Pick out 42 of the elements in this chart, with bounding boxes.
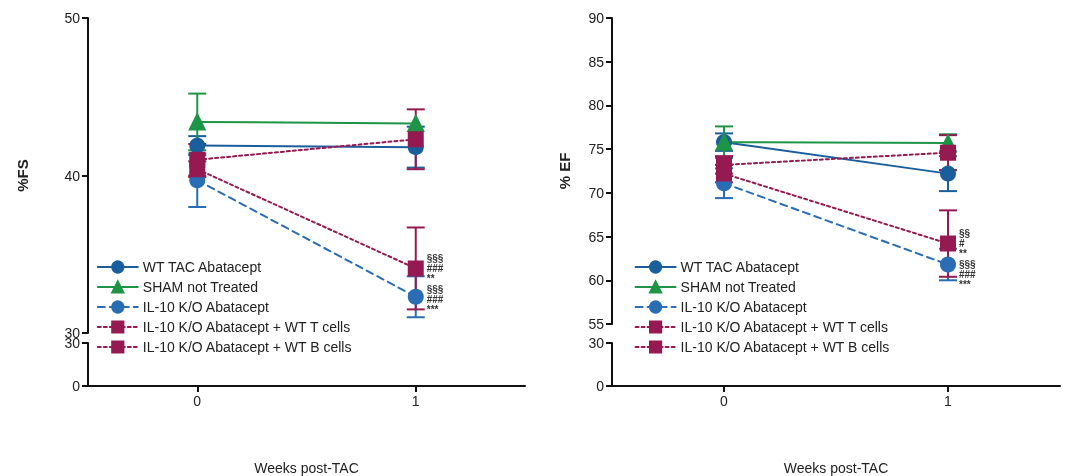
point [940, 235, 956, 252]
legend-label: SHAM not Treated [680, 279, 796, 295]
legend-label: IL-10 K/O Abatacept + WT T cells [142, 319, 351, 335]
y-tick-label: 40 [64, 167, 81, 184]
legend-label: IL-10 K/O Abatacept + WT B cells [142, 339, 352, 355]
legend-label: IL-10 K/O Abatacept [680, 299, 807, 315]
point [407, 131, 424, 148]
y-tick-label: 55 [588, 316, 605, 332]
legend-label: WT TAC Abatacept [680, 259, 799, 275]
point [940, 256, 956, 273]
legend-label: IL-10 K/O Abatacept + WT B cells [680, 339, 890, 355]
legend-label: WT TAC Abatacept [142, 259, 262, 275]
point [407, 260, 424, 277]
point [407, 288, 424, 305]
y-tick-label: 0 [596, 378, 605, 394]
y-tick-label: 70 [588, 184, 605, 201]
x-tick-label: 0 [720, 393, 729, 409]
y-tick-label: 90 [588, 10, 605, 26]
y-axis-title: %FS [14, 159, 31, 192]
x-axis-title: Weeks post-TAC [254, 460, 359, 476]
y-tick-label: 0 [72, 378, 81, 394]
annotation: §§§ ### *** [959, 259, 977, 291]
annotation: §§§ ### ** [426, 252, 444, 284]
x-tick-label: 1 [411, 393, 420, 409]
y-tick-label: 85 [588, 53, 605, 70]
x-axis-title: Weeks post-TAC [783, 460, 889, 476]
legend-label: SHAM not Treated [142, 279, 258, 295]
annotation: §§ # ** [959, 228, 971, 260]
y-tick-label: 80 [588, 97, 605, 114]
point [189, 151, 206, 168]
y-tick-label: 75 [588, 141, 605, 158]
y-tick-label: 50 [64, 10, 81, 26]
point [940, 165, 956, 182]
annotation: §§§ ### *** [426, 283, 444, 315]
y-tick-label: 60 [588, 272, 605, 289]
y-axis-title: % EF [556, 152, 573, 190]
y-tick-label: 65 [588, 228, 605, 245]
legend-label: IL-10 K/O Abatacept [142, 299, 269, 315]
legend-label: IL-10 K/O Abatacept + WT T cells [680, 319, 888, 335]
y-tick-label: 30 [588, 335, 605, 351]
x-tick-label: 0 [193, 393, 202, 409]
x-tick-label: 1 [944, 393, 953, 409]
